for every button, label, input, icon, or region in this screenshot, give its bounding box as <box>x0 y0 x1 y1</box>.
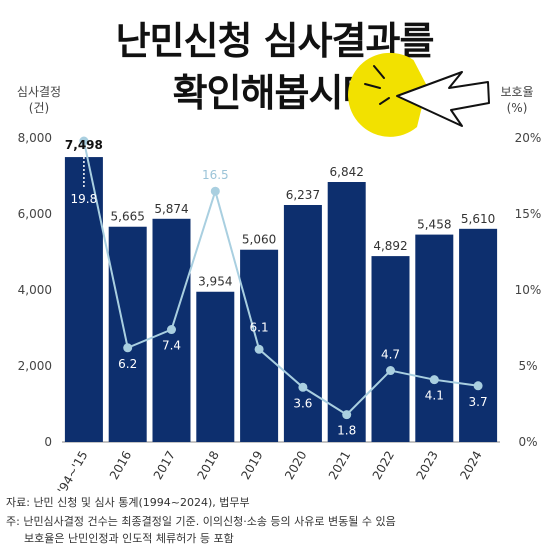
motion-lines-icon <box>364 65 390 105</box>
bar <box>327 182 366 442</box>
right-tick-label: 20% <box>515 131 542 145</box>
bar-value-label: 5,060 <box>242 233 276 247</box>
line-point <box>298 382 308 392</box>
x-tick-label: 2020 <box>282 449 309 482</box>
line-point <box>210 186 220 196</box>
x-tick-label: 2022 <box>370 449 397 482</box>
bar-value-label: 5,458 <box>417 218 451 232</box>
bar-value-label: 5,610 <box>461 212 495 226</box>
line-value-label: 4.1 <box>425 389 444 403</box>
right-tick-label: 5% <box>518 359 537 373</box>
bar <box>371 256 410 442</box>
line-point <box>386 366 395 376</box>
bar-value-label: 3,954 <box>198 275 232 289</box>
footnote-2: 보호율은 난민인정과 인도적 체류허가 등 포함 <box>24 532 234 545</box>
line-value-label: 3.7 <box>469 395 488 409</box>
bar-value-label: 5,874 <box>154 202 188 216</box>
protection-rate-line <box>82 140 479 416</box>
line-point <box>167 325 176 335</box>
right-axis-label: 보호율 (%) <box>488 84 546 116</box>
line-point <box>79 136 89 146</box>
bar-value-label: 7,498 <box>65 138 103 152</box>
x-tick-label: 2023 <box>414 449 441 482</box>
line-value-label: 1.8 <box>337 424 356 438</box>
bar <box>459 228 498 442</box>
line-value-label: 16.5 <box>202 168 229 182</box>
right-tick-label: 0% <box>518 435 537 449</box>
left-tick-label: 0 <box>44 435 52 449</box>
left-tick-label: 6,000 <box>18 207 52 221</box>
bar-value-label: 4,892 <box>373 239 407 253</box>
pacman-icon <box>348 52 427 137</box>
bar <box>415 234 454 442</box>
x-tick-label: 2018 <box>195 449 222 482</box>
right-axis-label-line1: 보호율 <box>500 85 534 99</box>
line-value-label: 6.1 <box>250 320 269 334</box>
source-note: 자료: 난민 신청 및 심사 통계(1994~2024), 법무부 <box>6 496 250 509</box>
line-point <box>342 410 352 420</box>
bar <box>108 226 147 442</box>
line-value-label: 3.6 <box>293 396 312 410</box>
footnote-1: 주: 난민심사결정 건수는 최종결정일 기준. 이의신청·소송 등의 사유로 변… <box>6 515 396 528</box>
line-value-label: 19.8 <box>71 192 98 206</box>
left-axis-label-line2: (건) <box>28 101 50 115</box>
left-tick-label: 4,000 <box>18 283 52 297</box>
bar <box>196 291 235 442</box>
x-tick-label: '94~'15 <box>55 449 91 497</box>
left-tick-label: 2,000 <box>18 359 52 373</box>
left-axis-label-line1: 심사결정 <box>16 85 62 99</box>
bar-value-label: 6,237 <box>286 188 320 202</box>
line-point <box>123 343 133 353</box>
x-tick-label: 2016 <box>107 449 134 482</box>
line-value-label: 7.4 <box>162 339 181 353</box>
chart-title-line2: 확인해봅시다 <box>172 71 378 115</box>
line-point <box>254 344 264 354</box>
x-tick-label: 2019 <box>238 449 265 482</box>
right-tick-label: 10% <box>515 283 542 297</box>
x-tick-label: 2017 <box>151 449 178 482</box>
bar <box>283 204 322 442</box>
right-axis-label-line2: (%) <box>506 101 528 115</box>
left-axis-label: 심사결정 (건) <box>4 84 74 116</box>
pacman-cursor-decoration <box>348 52 490 137</box>
line-value-label: 6.2 <box>118 357 137 371</box>
bar-value-label: 6,842 <box>330 165 364 179</box>
line-value-label: 4.7 <box>381 348 400 362</box>
right-tick-label: 15% <box>515 207 542 221</box>
line-point <box>473 381 483 391</box>
x-tick-label: 2024 <box>457 448 484 481</box>
x-tick-label: 2021 <box>326 449 353 482</box>
line-point <box>429 375 439 385</box>
cursor-arrow-icon <box>396 71 490 127</box>
left-tick-label: 8,000 <box>18 131 52 145</box>
bar-value-label: 5,665 <box>111 210 145 224</box>
